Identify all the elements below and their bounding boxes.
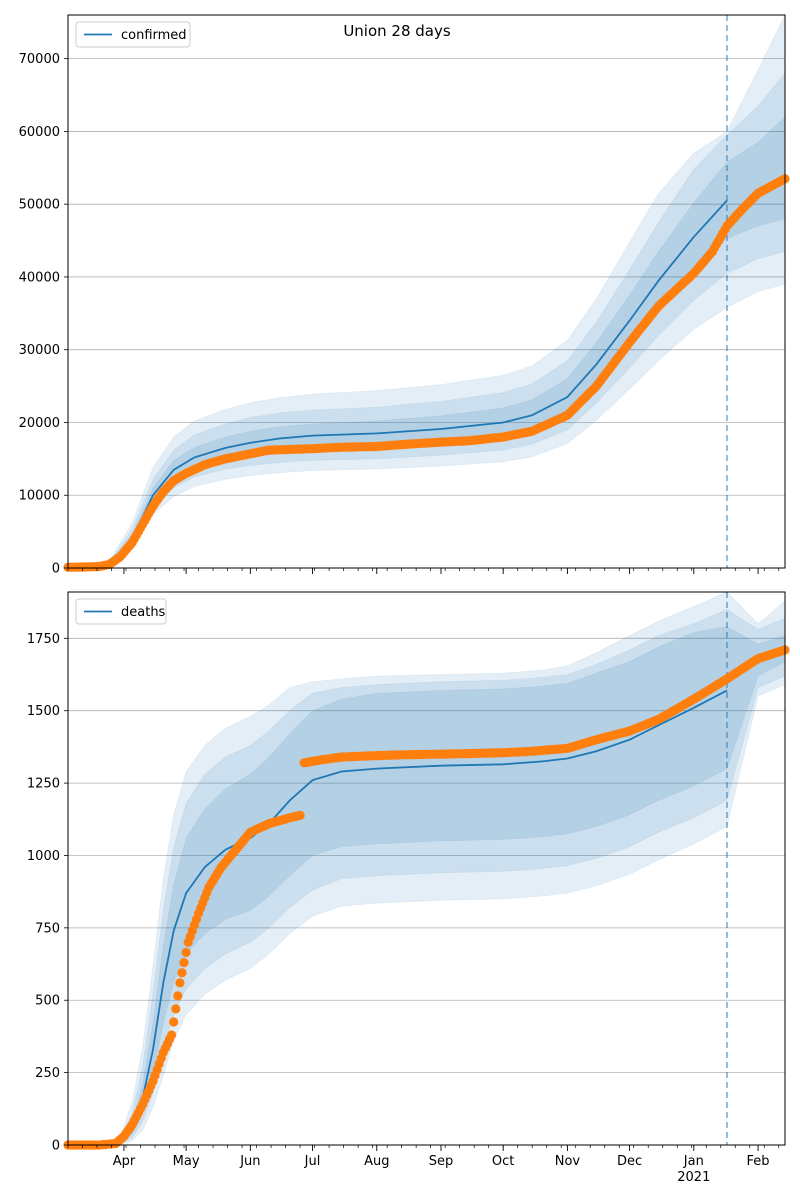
x-year-label: 2021 [677, 1170, 710, 1185]
observed-point [169, 1017, 179, 1027]
x-tick-label: Jul [304, 1154, 321, 1169]
x-tick-label: Jan [683, 1154, 704, 1169]
y-tick-label: 500 [35, 994, 60, 1009]
confirmed-x-axis-ticks [67, 568, 780, 574]
x-tick-label: Aug [364, 1154, 389, 1169]
x-tick-label: Sep [429, 1154, 454, 1169]
deaths-observed-points [63, 645, 790, 1150]
y-tick-label: 1000 [27, 849, 60, 864]
deaths-legend-label: deaths [121, 605, 166, 620]
x-tick-label: Oct [492, 1154, 514, 1169]
observed-point [181, 947, 191, 958]
x-tick-label: May [173, 1154, 200, 1169]
y-tick-label: 1500 [27, 704, 60, 719]
x-tick-label: Nov [555, 1154, 581, 1169]
y-tick-label: 20000 [19, 416, 60, 431]
observed-point [179, 958, 189, 968]
deaths-axes-frame [67, 591, 786, 1146]
confirmed-y-axis: 0 10000 20000 30000 40000 50000 60000 70000 [19, 52, 68, 577]
confirmed-panel: 0 10000 20000 30000 40000 50000 60000 70000 con… [19, 14, 790, 577]
deaths-y-axis: 0 250 500 750 1000 1250 1500 1750 [27, 632, 68, 1154]
y-tick-label: 30000 [19, 343, 60, 358]
x-tick-label: Dec [617, 1154, 642, 1169]
chart-title: Union 28 days [343, 22, 451, 40]
observed-point [173, 991, 183, 1001]
deaths-legend: deaths [75, 598, 167, 625]
observed-point [175, 978, 185, 988]
confirmed-legend-label: confirmed [121, 28, 187, 43]
y-tick-label: 40000 [19, 270, 60, 285]
x-tick-label: Apr [113, 1154, 136, 1169]
observed-point [167, 1030, 177, 1040]
observed-point [171, 1004, 181, 1014]
confirmed-axes-frame [67, 14, 786, 569]
y-tick-label: 1250 [27, 777, 60, 792]
y-tick-label: 750 [35, 921, 60, 936]
confirmed-legend: confirmed [75, 21, 191, 48]
deaths-uncertainty-bands [68, 591, 786, 1146]
observed-point [177, 968, 187, 978]
y-tick-label: 50000 [19, 198, 60, 213]
y-tick-label: 1750 [27, 632, 60, 647]
y-tick-label: 10000 [19, 489, 60, 504]
confirmed-gridlines [68, 58, 785, 569]
y-tick-label: 70000 [19, 52, 60, 67]
y-tick-label: 60000 [19, 125, 60, 140]
confirmed-observed-points [63, 174, 790, 572]
observed-point [295, 810, 305, 821]
deaths-legend-box [75, 598, 167, 625]
y-tick-label: 0 [52, 562, 60, 577]
x-tick-label: Jun [239, 1154, 260, 1169]
y-tick-label: 0 [52, 1139, 60, 1154]
x-tick-label: Feb [747, 1154, 770, 1169]
confirmed-legend-box [75, 21, 191, 48]
y-tick-label: 250 [35, 1066, 60, 1081]
